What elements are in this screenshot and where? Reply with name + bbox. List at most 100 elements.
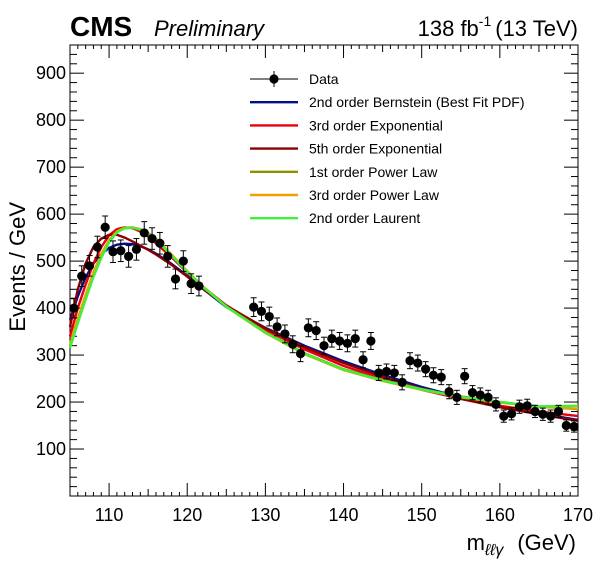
data-point bbox=[116, 239, 126, 263]
data-point bbox=[561, 419, 571, 432]
data-marker bbox=[499, 411, 509, 421]
y-tick-label: 400 bbox=[36, 298, 66, 318]
fit-curve-2 bbox=[68, 226, 579, 418]
data-marker bbox=[178, 256, 188, 266]
y-axis-title: Events / GeV bbox=[5, 202, 30, 332]
x-axis-title: mℓℓγ (GeV) bbox=[467, 530, 576, 559]
data-point bbox=[319, 336, 329, 355]
plot-frame bbox=[69, 44, 579, 497]
data-marker bbox=[397, 377, 407, 387]
data-marker bbox=[249, 302, 259, 312]
data-marker bbox=[335, 336, 345, 346]
data-marker bbox=[194, 281, 204, 291]
x-tick-label: 140 bbox=[329, 505, 359, 525]
data-marker bbox=[553, 406, 564, 417]
data-point bbox=[178, 250, 188, 272]
data-point bbox=[553, 404, 564, 419]
data-point bbox=[452, 389, 462, 405]
experiment-label: CMS bbox=[70, 11, 132, 42]
axes: 110 120 130 140 150 160 170 100 200 300 400 500 600 7… bbox=[36, 44, 593, 525]
legend-entry-5: 3rd order Power Law bbox=[250, 187, 440, 203]
data-marker bbox=[147, 233, 157, 244]
data-point bbox=[194, 275, 204, 297]
legend-label: 5th order Exponential bbox=[309, 141, 442, 157]
data-marker bbox=[522, 401, 532, 411]
data-point bbox=[538, 407, 548, 421]
data-marker bbox=[381, 366, 392, 377]
data-point bbox=[475, 387, 485, 403]
data-point bbox=[546, 409, 556, 423]
luminosity-label: 138 fb-1 (13 TeV) bbox=[418, 13, 578, 41]
y-tick-label: 500 bbox=[36, 251, 66, 271]
data-marker bbox=[452, 392, 462, 402]
data-marker bbox=[303, 323, 313, 333]
legend: Data 2nd order Bernstein (Best Fit PDF) 3r… bbox=[250, 71, 525, 226]
status-label: Preliminary bbox=[154, 16, 266, 41]
x-tick-label: 170 bbox=[563, 505, 593, 525]
fit-curve-5 bbox=[68, 226, 579, 410]
data-point bbox=[147, 227, 157, 250]
data-marker bbox=[186, 279, 196, 289]
data-marker bbox=[342, 338, 353, 348]
data-point bbox=[405, 352, 415, 370]
data-marker bbox=[350, 334, 360, 344]
lumi-value: 138 fb bbox=[418, 16, 479, 41]
energy-label: (13 TeV) bbox=[495, 16, 578, 41]
data-point bbox=[444, 384, 454, 400]
data-point bbox=[428, 367, 439, 384]
x-axis-title-unit: (GeV) bbox=[517, 530, 576, 555]
data-point bbox=[256, 301, 267, 322]
data-marker bbox=[358, 355, 368, 365]
data-point bbox=[139, 221, 149, 245]
fit-curve-1 bbox=[68, 242, 579, 422]
data-point bbox=[467, 385, 478, 401]
data-marker bbox=[170, 274, 181, 284]
x-tick-label: 150 bbox=[407, 505, 437, 525]
data-point bbox=[499, 409, 509, 423]
x-tick-label: 130 bbox=[250, 505, 280, 525]
data-marker bbox=[272, 322, 282, 332]
data-point bbox=[522, 398, 532, 413]
legend-label: 1st order Power Law bbox=[309, 164, 438, 180]
data-marker bbox=[288, 339, 298, 349]
data-point bbox=[280, 324, 290, 344]
data-point bbox=[491, 397, 501, 412]
data-marker bbox=[428, 370, 439, 380]
legend-label-data: Data bbox=[309, 71, 339, 87]
x-tick-label: 160 bbox=[485, 505, 515, 525]
legend-label: 3rd order Exponential bbox=[309, 117, 443, 133]
data-point bbox=[163, 245, 173, 268]
data-marker bbox=[155, 238, 165, 248]
data-marker bbox=[77, 271, 87, 281]
lumi-exponent: -1 bbox=[479, 13, 492, 29]
data-marker bbox=[280, 329, 290, 339]
legend-entry-4: 1st order Power Law bbox=[250, 164, 438, 180]
data-point bbox=[272, 317, 282, 337]
data-point bbox=[514, 399, 524, 414]
legend-label: 3rd order Power Law bbox=[309, 187, 440, 203]
data-marker bbox=[69, 303, 79, 313]
data-point bbox=[108, 240, 118, 264]
data-marker bbox=[389, 368, 399, 378]
data-marker bbox=[444, 387, 454, 397]
data-point bbox=[358, 351, 368, 369]
data-point bbox=[335, 332, 345, 350]
data-marker bbox=[366, 336, 376, 346]
data-marker bbox=[311, 326, 321, 336]
data-point bbox=[69, 297, 79, 319]
data-marker bbox=[163, 251, 173, 262]
x-tick-label: 110 bbox=[95, 505, 124, 525]
data-point bbox=[413, 354, 423, 372]
data-marker bbox=[467, 388, 478, 398]
data-point bbox=[170, 268, 181, 290]
data-marker bbox=[124, 251, 134, 262]
data-point bbox=[155, 231, 165, 255]
data-point bbox=[327, 329, 337, 348]
data-marker bbox=[405, 356, 415, 366]
data-marker bbox=[491, 399, 501, 409]
data-marker bbox=[108, 247, 118, 257]
plot-area bbox=[68, 215, 579, 433]
data-marker bbox=[546, 411, 556, 421]
data-point bbox=[100, 215, 110, 240]
